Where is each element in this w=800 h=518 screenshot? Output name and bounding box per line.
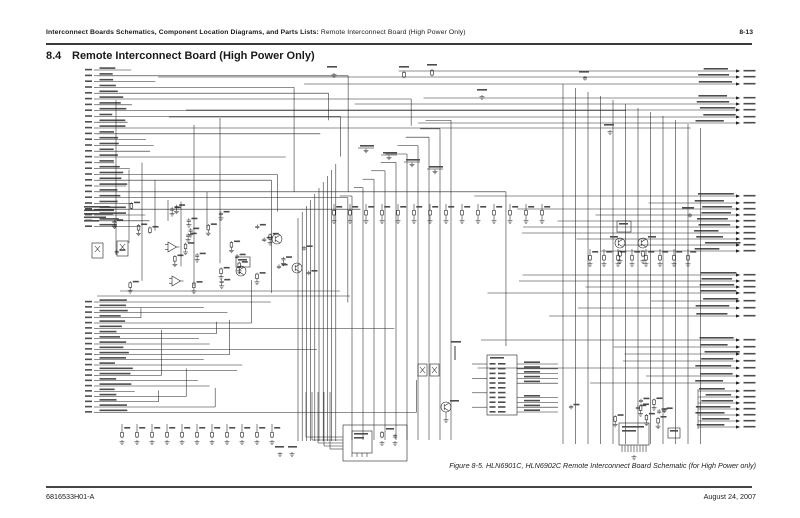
header-rule (46, 43, 752, 45)
header-breadcrumb: Interconnect Boards Schematics, Componen… (46, 29, 466, 36)
figure-caption: Figure 8-5. HLN6901C, HLN6902C Remote In… (449, 461, 756, 470)
footer-document-number: 6816533H01-A (46, 492, 95, 501)
schematic-linework (84, 64, 756, 462)
section-title: Remote Interconnect Board (High Power On… (72, 50, 315, 62)
footer-rule (46, 486, 752, 489)
section-number: 8.4 (46, 50, 62, 62)
header-breadcrumb-regular: Remote Interconnect Board (High Power On… (318, 29, 466, 36)
header-breadcrumb-bold: Interconnect Boards Schematics, Componen… (46, 29, 319, 36)
header-page-number: 8-13 (739, 29, 753, 36)
footer-date: August 24, 2007 (703, 492, 756, 501)
section-heading: 8.4 Remote Interconnect Board (High Power… (46, 50, 315, 62)
